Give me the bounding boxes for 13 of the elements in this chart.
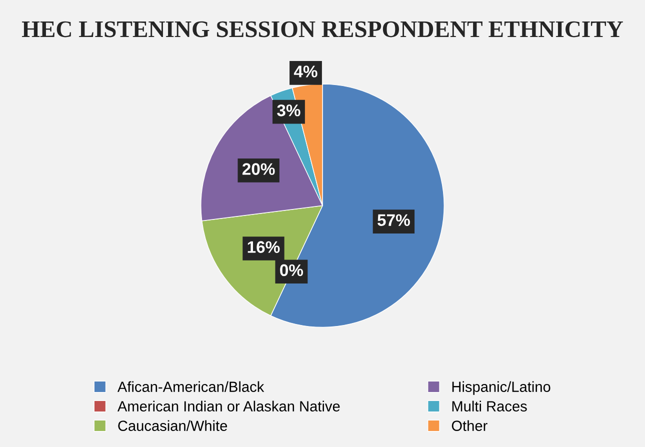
- legend-label: Afican-American/Black: [117, 381, 264, 392]
- legend-label: Other: [452, 420, 488, 431]
- legend-label: Caucasian/White: [118, 420, 228, 431]
- legend-label: Hispanic/Latino: [452, 381, 550, 395]
- legend-label: Multi Races: [452, 400, 527, 412]
- data-label: 20%: [242, 163, 275, 175]
- chart-title: HEC LISTENING SESSION RESPONDENT ETHNICITY: [22, 21, 623, 38]
- legend-label: American Indian or Alaskan Native: [117, 400, 340, 412]
- data-label: 3%: [277, 104, 300, 116]
- data-label: 57%: [378, 214, 410, 226]
- data-label: 16%: [248, 241, 280, 253]
- text: 0%: [280, 264, 304, 276]
- data-label: 4%: [294, 66, 318, 78]
